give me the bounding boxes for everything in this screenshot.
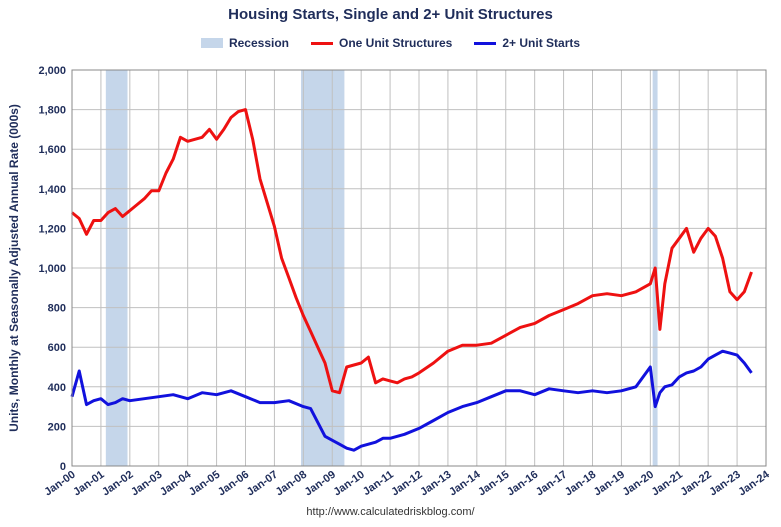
y-tick-label: 600 [48, 342, 66, 354]
x-tick-label: Jan-01 [71, 469, 106, 499]
legend-item-one-unit: One Unit Structures [310, 36, 453, 50]
legend-label-multi-unit: 2+ Unit Starts [502, 36, 581, 50]
x-tick-label: Jan-21 [650, 469, 685, 499]
x-tick-label: Jan-05 [187, 469, 222, 499]
legend-swatch-recession [200, 38, 223, 48]
legend-swatch-multi-unit [474, 41, 497, 45]
legend-item-recession: Recession [200, 36, 289, 50]
y-tick-label: 1,400 [38, 184, 66, 196]
legend: Recession One Unit Structures 2+ Unit St… [0, 36, 781, 50]
x-tick-label: Jan-06 [216, 469, 251, 499]
source-url: http://www.calculatedriskblog.com/ [306, 506, 475, 518]
plot-frame [71, 69, 767, 467]
x-tick-label: Jan-23 [707, 469, 742, 499]
x-tick-label: Jan-10 [331, 469, 366, 499]
y-tick-label: 1,800 [38, 105, 66, 117]
x-tick-labels: Jan-00Jan-01Jan-02Jan-03Jan-04Jan-05Jan-… [42, 468, 772, 498]
series-line-multi-unit [70, 349, 753, 452]
y-tick-label: 800 [48, 303, 66, 315]
x-tick-label: Jan-16 [505, 469, 540, 499]
x-tick-label: Jan-18 [563, 469, 598, 499]
y-tick-label: 2,000 [38, 65, 66, 77]
y-tick-label: 400 [48, 382, 66, 394]
x-tick-label: Jan-14 [447, 468, 483, 498]
chart-title: Housing Starts, Single and 2+ Unit Struc… [228, 6, 553, 23]
x-tick-label: Jan-19 [592, 469, 627, 499]
y-tick-label: 200 [48, 421, 66, 433]
legend-item-multi-unit: 2+ Unit Starts [474, 36, 580, 50]
x-tick-label: Jan-02 [100, 469, 135, 499]
y-tick-label: 0 [60, 461, 66, 473]
x-tick-label: Jan-24 [736, 468, 772, 498]
legend-label-recession: Recession [228, 36, 289, 50]
x-tick-label: Jan-11 [361, 469, 396, 498]
grid-lines [71, 69, 767, 467]
x-tick-label: Jan-12 [389, 469, 424, 499]
x-tick-label: Jan-22 [678, 469, 713, 499]
x-tick-label: Jan-13 [418, 469, 453, 499]
legend-label-one-unit: One Unit Structures [338, 36, 453, 50]
x-tick-label: Jan-09 [303, 469, 338, 499]
x-tick-label: Jan-00 [42, 469, 77, 499]
x-tick-label: Jan-07 [245, 469, 280, 499]
x-tick-label: Jan-03 [129, 469, 164, 499]
y-tick-label: 1,000 [38, 263, 66, 275]
x-tick-label: Jan-15 [476, 469, 511, 499]
series-lines [70, 108, 753, 452]
x-tick-label: Jan-20 [621, 469, 656, 499]
x-tick-label: Jan-08 [274, 469, 309, 499]
y-tick-label: 1,600 [38, 144, 66, 156]
y-tick-labels: 0 200 400 600 800 1,000 1,200 1,400 1,600 1,800 2,… [38, 65, 66, 473]
x-tick-label: Jan-04 [158, 468, 194, 498]
y-tick-label: 1,200 [38, 223, 66, 235]
series-line-one-unit [71, 108, 753, 395]
y-axis-label: Units, Monthly at Seasonally Adjusted An… [7, 104, 21, 432]
x-tick-label: Jan-17 [534, 469, 569, 499]
legend-swatch-one-unit [310, 41, 333, 45]
